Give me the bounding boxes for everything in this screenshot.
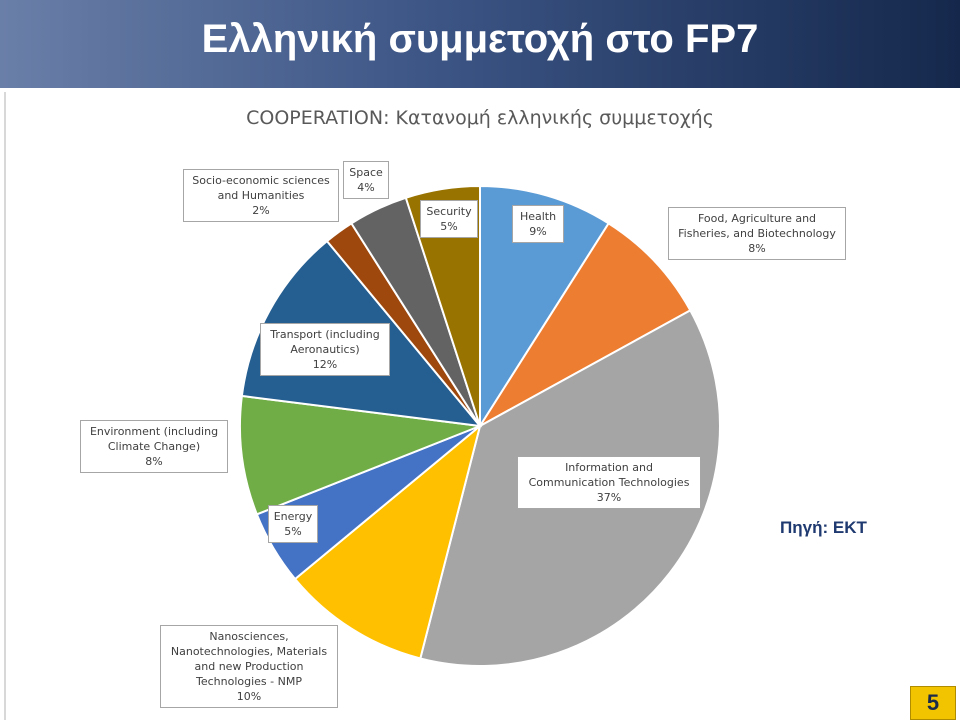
slice-percent: 8% [145, 455, 163, 468]
slice-percent: 37% [596, 491, 622, 504]
frame-divider [4, 92, 6, 720]
data-label-5: Energy 5% [268, 505, 318, 543]
pie-slices [239, 184, 721, 667]
slice-percent: 9% [529, 225, 547, 238]
data-label-8: Socio-economic sciences and Humanities 2% [183, 169, 339, 222]
slice-percent: 12% [312, 358, 338, 371]
data-label-10: Security 5% [420, 200, 478, 238]
data-label-3: Information and Communication Technologi… [517, 456, 701, 509]
header-bar: Ελληνική συμμετοχή στο FP7 [0, 0, 960, 88]
page-number: 5 [910, 686, 956, 720]
pie-slice-6 [239, 394, 481, 516]
data-label-7: Transport (including Aeronautics) 12% [260, 323, 390, 376]
slice-percent: 8% [748, 242, 766, 255]
slice-name: Transport (including Aeronautics) [270, 328, 380, 356]
pie-slice-1 [479, 184, 610, 430]
source-label: Πηγή: ΕΚΤ [780, 518, 867, 537]
slice-name: Food, Agriculture and Fisheries, and Bio… [678, 212, 836, 240]
data-label-6: Environment (including Climate Change) 8% [80, 420, 228, 473]
slice-name: Socio-economic sciences and Humanities [192, 174, 330, 202]
slice-percent: 5% [440, 220, 458, 233]
pie-slice-2 [479, 221, 692, 427]
chart-title: COOPERATION: Κατανομή ελληνικής συμμετοχ… [246, 107, 714, 129]
slice-name: Space [349, 166, 383, 179]
page-title: Ελληνική συμμετοχή στο FP7 [201, 17, 759, 61]
slice-name: Environment (including Climate Change) [89, 425, 219, 453]
pie-slice-10 [404, 184, 481, 427]
slice-percent: 10% [236, 690, 262, 703]
slice-percent: 5% [284, 525, 302, 538]
slice-name: Health [519, 210, 557, 223]
slice-name: Energy [273, 510, 313, 523]
slice-name: Security [426, 205, 472, 218]
slice-percent: 2% [252, 204, 270, 217]
slice-percent: 4% [357, 181, 375, 194]
pie-slice-4 [293, 423, 482, 660]
data-label-4: Nanosciences, Nanotechnologies, Material… [160, 625, 338, 708]
data-label-2: Food, Agriculture and Fisheries, and Bio… [668, 207, 846, 260]
slice-name: Nanosciences, Nanotechnologies, Material… [170, 630, 328, 688]
slice-name: Information and Communication Technologi… [528, 461, 690, 489]
data-label-9: Space 4% [343, 161, 389, 199]
data-label-1: Health 9% [512, 205, 564, 243]
